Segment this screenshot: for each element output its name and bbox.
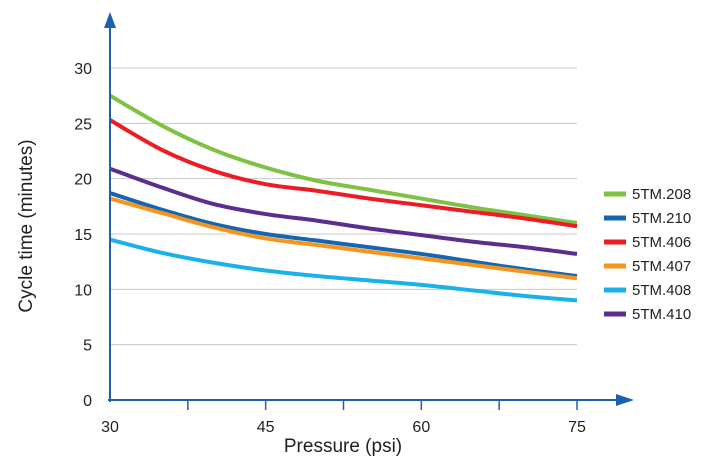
x-tick-label: 45 [257, 419, 275, 436]
axes [104, 12, 634, 410]
series-lines [109, 93, 578, 303]
tick-labels: 0 5 10 15 20 25 30 30 45 60 75 [74, 61, 586, 436]
series-line-5tm-408 [109, 237, 578, 303]
x-tick-label: 60 [412, 419, 430, 436]
y-tick-label: 30 [74, 61, 92, 78]
legend-label-5tm-406: 5TM.406 [632, 234, 691, 251]
series-line-5tm-208 [109, 93, 578, 225]
legend-label-5tm-410: 5TM.410 [632, 306, 691, 323]
y-tick-label: 0 [83, 393, 92, 410]
series-line-5tm-410 [109, 166, 578, 256]
legend-label-5tm-408: 5TM.408 [632, 282, 691, 299]
legend-label-5tm-407: 5TM.407 [632, 258, 691, 275]
y-tick-label: 10 [74, 282, 92, 299]
legend-label-5tm-208: 5TM.208 [632, 186, 691, 203]
x-axis-title: Pressure (psi) [284, 436, 402, 457]
y-tick-label: 20 [74, 172, 92, 189]
series-line-5tm-406 [109, 118, 578, 229]
y-tick-label: 15 [74, 227, 92, 244]
x-tick-label: 75 [568, 419, 586, 436]
legend-label-5tm-210: 5TM.210 [632, 210, 691, 227]
x-tick-label: 30 [101, 419, 119, 436]
series-line-5tm-407 [109, 196, 578, 281]
y-tick-label: 25 [74, 116, 92, 133]
y-axis-title: Cycle time (minutes) [16, 139, 37, 312]
legend: 5TM.208 5TM.210 5TM.406 5TM.407 5TM.408 5TM.4… [604, 186, 691, 323]
x-axis-arrow [616, 394, 634, 406]
gridlines [110, 67, 577, 346]
y-tick-label: 5 [83, 338, 92, 355]
series-line-5tm-210 [109, 191, 578, 279]
y-axis-arrow [104, 12, 116, 28]
